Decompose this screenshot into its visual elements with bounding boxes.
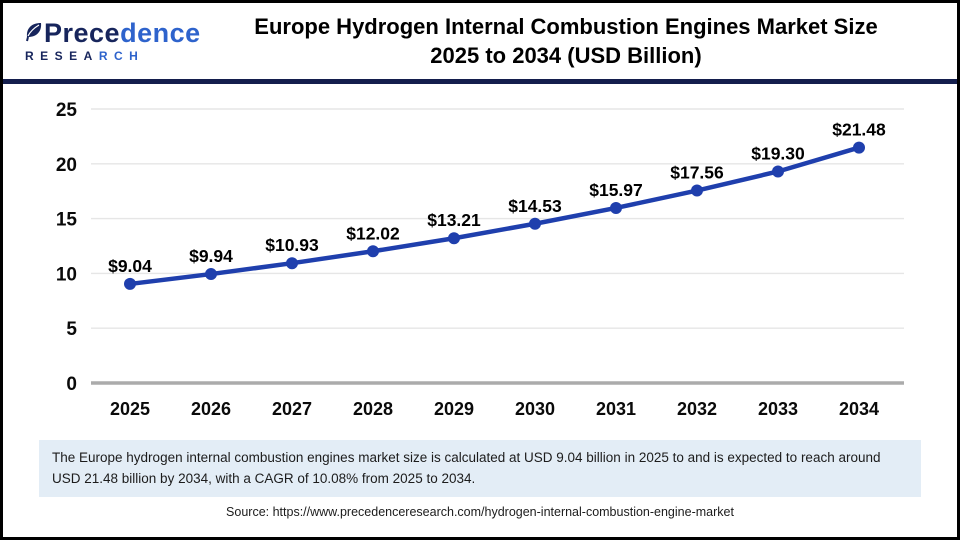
data-point-label: $14.53 <box>508 196 562 216</box>
x-tick-label: 2025 <box>110 399 150 419</box>
source-text: Source: https://www.precedenceresearch.c… <box>226 505 734 520</box>
x-tick-label: 2032 <box>677 399 717 419</box>
logo-subtitle: RESEARCH <box>25 50 203 62</box>
logo-wordmark-dark: Prece <box>44 18 121 48</box>
data-point-label: $9.94 <box>189 246 233 266</box>
y-tick-label: 20 <box>56 155 77 176</box>
data-point-label: $21.48 <box>832 120 886 140</box>
y-tick-label: 5 <box>66 319 77 340</box>
data-point <box>610 201 622 214</box>
logo-wordmark-blue: dence <box>120 18 201 48</box>
leaf-icon <box>26 23 42 42</box>
data-point <box>205 268 217 281</box>
x-tick-label: 2034 <box>839 399 879 419</box>
summary-note: The Europe hydrogen internal combustion … <box>39 440 921 498</box>
x-tick-label: 2028 <box>353 399 393 419</box>
x-tick-label: 2029 <box>434 399 474 419</box>
data-point-label: $13.21 <box>427 210 481 230</box>
x-tick-label: 2033 <box>758 399 798 419</box>
data-point <box>853 141 865 154</box>
data-point <box>448 232 460 245</box>
data-point <box>124 277 136 290</box>
logo-subtitle-blue: RCH <box>98 49 145 63</box>
y-tick-label: 10 <box>56 264 77 285</box>
y-tick-label: 0 <box>66 374 77 395</box>
logo-subtitle-dark: RESEA <box>25 49 99 63</box>
precedence-research-logo: Precedence RESEARCH <box>25 20 203 63</box>
data-point <box>367 245 379 258</box>
logo-wordmark: Precedence <box>44 20 201 47</box>
data-point <box>529 217 541 230</box>
chart-title-line2: 2025 to 2034 (USD Billion) <box>430 43 702 68</box>
data-point <box>286 257 298 270</box>
series-line <box>127 145 862 287</box>
x-tick-label: 2030 <box>515 399 555 419</box>
header-divider <box>3 79 957 84</box>
data-point-label: $15.97 <box>589 180 643 200</box>
data-point-label: $10.93 <box>265 235 319 255</box>
header: Precedence RESEARCH Europe Hydrogen Inte… <box>3 3 957 79</box>
data-point <box>772 165 784 178</box>
x-tick-label: 2026 <box>191 399 231 419</box>
logo-wordmark-row: Precedence <box>25 20 203 47</box>
data-point-label: $12.02 <box>346 223 400 243</box>
data-point-label: $9.04 <box>108 256 152 276</box>
data-point <box>691 184 703 197</box>
y-tick-label: 25 <box>56 100 78 121</box>
y-tick-label: 15 <box>56 210 78 231</box>
x-tick-label: 2031 <box>596 399 636 419</box>
chart-title-line1: Europe Hydrogen Internal Combustion Engi… <box>254 14 878 39</box>
data-point-label: $17.56 <box>670 163 724 183</box>
page-title: Europe Hydrogen Internal Combustion Engi… <box>203 12 935 70</box>
data-point-label: $19.30 <box>751 143 805 163</box>
x-tick-label: 2027 <box>272 399 312 419</box>
